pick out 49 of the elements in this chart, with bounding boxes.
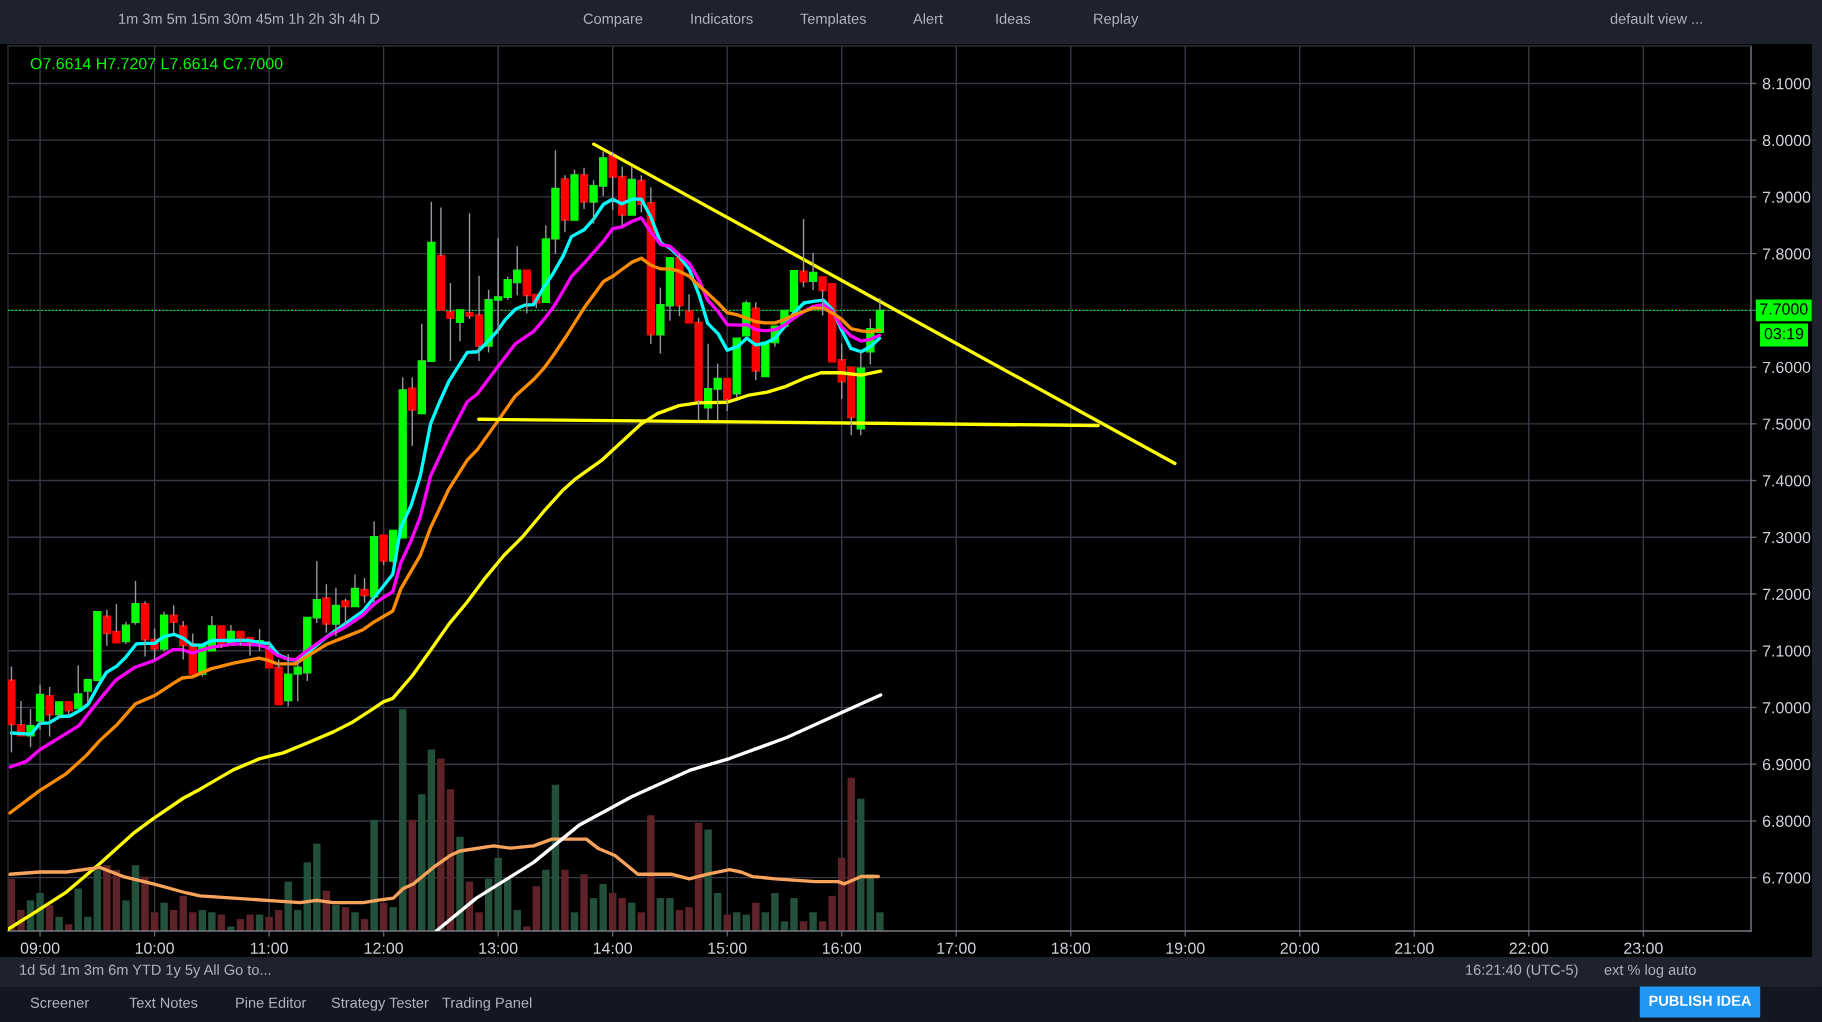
y-tick-label: 7.5000 bbox=[1762, 418, 1811, 430]
y-tick-label: 8.0000 bbox=[1762, 134, 1811, 147]
text: Indicators bbox=[691, 13, 753, 24]
y-tick-label: 7.2000 bbox=[1762, 588, 1811, 600]
text: Text Notes bbox=[129, 997, 198, 1008]
text: 16:21:40 (UTC-5) bbox=[1466, 964, 1578, 978]
y-tick-label: 8.1000 bbox=[1762, 78, 1811, 90]
y-tick-label: 7.4000 bbox=[1762, 475, 1811, 487]
y-tick-label: 7.8000 bbox=[1762, 248, 1811, 260]
ref-line-label: 7.7000 bbox=[1760, 303, 1808, 315]
text: 1d 5d 1m 3m 6m YTD 1y 5y All Go to... bbox=[20, 964, 271, 978]
text: ext % log auto bbox=[1604, 964, 1696, 978]
x-tick-label: 11:00 bbox=[250, 942, 288, 954]
y-tick-label: 7.6000 bbox=[1762, 361, 1811, 374]
x-tick-label: 18:00 bbox=[1051, 942, 1091, 954]
text: Alert bbox=[913, 13, 943, 24]
y-tick-label: 7.1000 bbox=[1762, 645, 1811, 657]
text: Templates bbox=[800, 13, 866, 27]
x-tick-label: 14:00 bbox=[593, 942, 633, 954]
y-tick-label: 7.3000 bbox=[1762, 531, 1811, 544]
y-tick-label: 7.0000 bbox=[1762, 702, 1811, 714]
x-tick-label: 15:00 bbox=[708, 942, 747, 954]
text: Ideas bbox=[996, 13, 1031, 24]
x-tick-label: 22:00 bbox=[1509, 942, 1549, 954]
text: Replay bbox=[1094, 13, 1139, 27]
y-tick-label: 6.7000 bbox=[1762, 872, 1811, 884]
x-tick-label: 17:00 bbox=[937, 942, 976, 954]
text: PUBLISH IDEA bbox=[1649, 995, 1752, 1006]
x-tick-label: 16:00 bbox=[822, 942, 862, 954]
text: Strategy Tester bbox=[331, 997, 429, 1011]
x-tick-label: 20:00 bbox=[1280, 942, 1320, 954]
text: default view ... bbox=[1610, 13, 1702, 24]
x-tick-label: 09:00 bbox=[20, 942, 60, 954]
y-tick-label: 6.9000 bbox=[1762, 758, 1811, 771]
y-tick-label: 6.8000 bbox=[1762, 815, 1811, 827]
x-tick-label: 13:00 bbox=[479, 942, 518, 954]
text: Compare bbox=[583, 13, 643, 27]
x-tick-label: 10:00 bbox=[135, 942, 174, 954]
text: 1m 3m 5m 15m 30m 45m 1h 2h 3h 4h D bbox=[119, 13, 380, 24]
text: Screener bbox=[30, 997, 89, 1008]
text: Pine Editor bbox=[236, 997, 307, 1008]
text: 03:19 bbox=[1764, 327, 1804, 340]
x-tick-label: 23:00 bbox=[1624, 942, 1663, 954]
x-tick-label: 19:00 bbox=[1166, 942, 1205, 954]
y-tick-label: 7.9000 bbox=[1762, 191, 1811, 203]
text: Trading Panel bbox=[442, 997, 532, 1011]
x-tick-label: 12:00 bbox=[364, 942, 403, 954]
annotation: O7.6614 H7.7207 L7.6614 C7.7000 bbox=[30, 57, 283, 70]
x-tick-label: 21:00 bbox=[1395, 942, 1434, 954]
